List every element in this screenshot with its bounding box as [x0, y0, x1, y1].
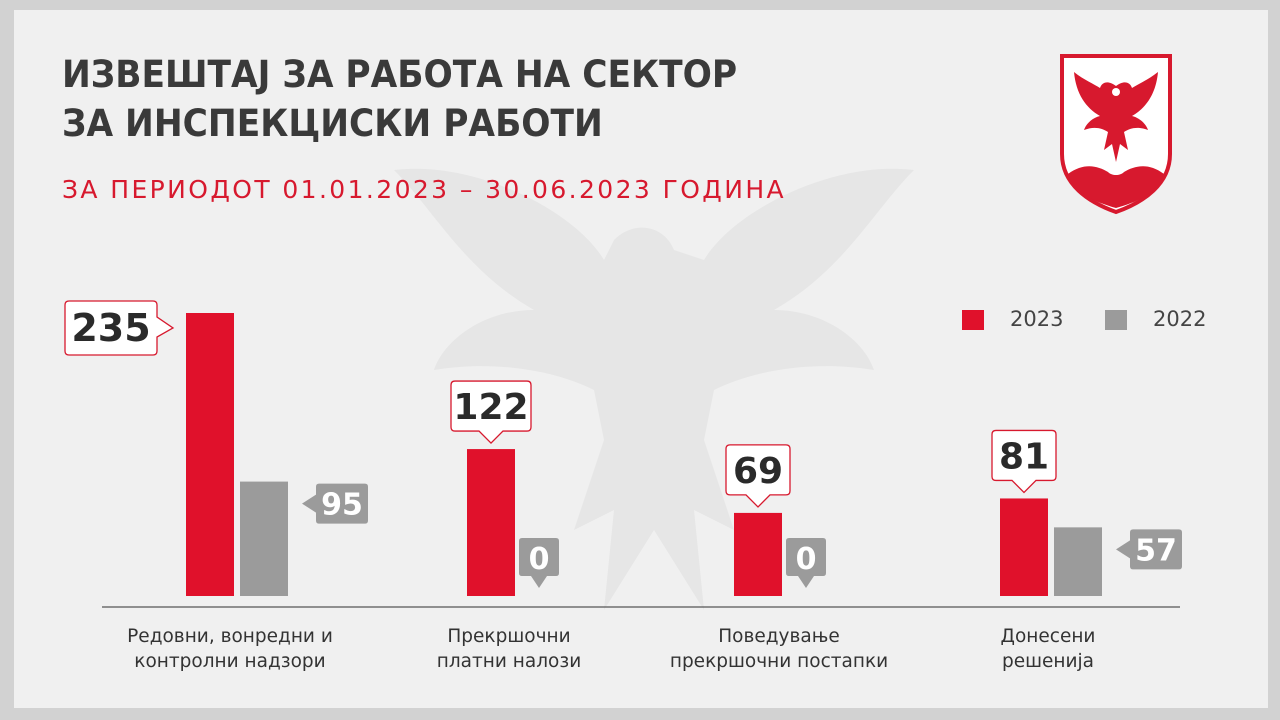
- callout-2022-2: [519, 538, 559, 588]
- value-label-2023-1: 235: [71, 306, 150, 350]
- category-label-2: Прекршочни платни налози: [359, 624, 659, 674]
- eagle-crest-icon: [1060, 54, 1172, 215]
- callout-2022-3: [786, 538, 826, 588]
- bar-chart: 235 95 122 0 69 0 81 57: [64, 300, 1182, 608]
- callout-2023-4: [991, 429, 1057, 494]
- value-label-2022-3: 0: [796, 542, 817, 577]
- page-title-line-1: ИЗВЕШТАЈ ЗА РАБОТА НА СЕКТОР: [62, 53, 738, 96]
- legend-item-2022: 2022: [1105, 306, 1245, 334]
- callout-2023-3: [725, 444, 791, 508]
- category-label-4: Донесени решенија: [898, 624, 1198, 674]
- category-label-4-line-1: Донесени: [1000, 626, 1096, 647]
- category-label-3-line-2: прекршочни постапки: [669, 651, 889, 672]
- legend-label-2022: 2022: [1153, 307, 1207, 331]
- legend-swatch-2023: [962, 310, 984, 330]
- category-label-3: Поведување прекршочни постапки: [629, 624, 929, 674]
- category-label-2-line-2: платни налози: [436, 651, 582, 672]
- bar-2023-2: [467, 449, 515, 596]
- value-label-2023-2: 122: [453, 387, 528, 428]
- value-label-2022-2: 0: [529, 542, 550, 577]
- eagle-watermark-icon: [394, 168, 914, 611]
- page-title-line-2: ЗА ИНСПЕКЦИСКИ РАБОТИ: [62, 102, 603, 145]
- category-label-2-line-1: Прекршочни: [447, 626, 571, 647]
- category-label-4-line-2: решенија: [1001, 651, 1095, 672]
- value-label-2022-4: 57: [1135, 533, 1177, 568]
- category-label-1: Редовни, вонредни и контролни надзори: [80, 624, 380, 674]
- bar-2022-1: [240, 481, 288, 596]
- legend-swatch-2022: [1105, 310, 1127, 330]
- category-label-1-line-2: контролни надзори: [134, 651, 326, 672]
- callout-2023-1: [64, 300, 175, 356]
- bar-2023-4: [1000, 498, 1048, 596]
- legend-label-2023: 2023: [1010, 307, 1064, 331]
- category-label-3-line-1: Поведување: [718, 626, 840, 647]
- value-label-2023-3: 69: [733, 451, 783, 492]
- infographic-panel: ИЗВЕШТАЈ ЗА РАБОТА НА СЕКТОР ЗА ИНСПЕКЦИ…: [14, 10, 1268, 708]
- value-label-2023-4: 81: [999, 436, 1049, 477]
- period-subtitle: ЗА ПЕРИОДОТ 01.01.2023 – 30.06.2023 ГОДИ…: [62, 175, 787, 204]
- callout-2023-2: [450, 380, 532, 445]
- value-label-2022-1: 95: [321, 488, 363, 523]
- category-label-1-line-1: Редовни, вонредни и: [127, 626, 333, 647]
- bar-2023-1: [186, 313, 234, 596]
- callout-2022-4: [1116, 529, 1182, 570]
- bar-2023-3: [734, 512, 782, 596]
- legend-item-2023: 2023: [962, 306, 1102, 334]
- callout-2022-1: [302, 483, 368, 524]
- bar-2022-4: [1054, 527, 1102, 596]
